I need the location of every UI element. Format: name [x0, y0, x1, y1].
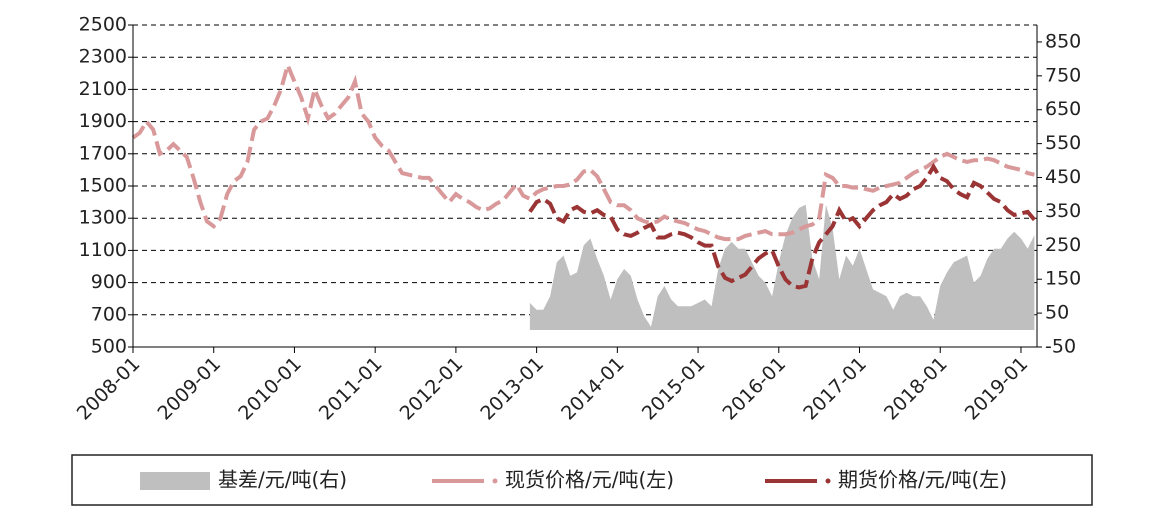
y2-tick-label: 450 — [1045, 166, 1081, 188]
legend-label: 期货价格/元/吨(左) — [838, 468, 1007, 492]
x-tick-label: 2010-01 — [234, 353, 306, 425]
legend-dot — [825, 478, 831, 484]
legend-dot — [492, 478, 498, 484]
legend-swatch — [140, 472, 210, 490]
legend-label: 现货价格/元/吨(左) — [505, 468, 674, 492]
x-tick-label: 2017-01 — [799, 353, 871, 425]
y2-tick-label: 750 — [1045, 64, 1081, 86]
legend-box — [71, 454, 1093, 506]
y2-tick-label: 550 — [1045, 132, 1081, 154]
price-line — [131, 59, 1035, 242]
y-tick-label: 1300 — [79, 207, 127, 229]
basis-area — [529, 204, 1035, 331]
y2-tick-label: 650 — [1045, 98, 1081, 120]
y2-tick-label: 250 — [1045, 234, 1081, 256]
y-tick-label: 500 — [91, 336, 127, 358]
x-tick-label: 2011-01 — [315, 353, 387, 425]
x-tick-label: 2019-01 — [961, 353, 1033, 425]
x-tick-label: 2009-01 — [153, 353, 225, 425]
y2-tick-label: 150 — [1045, 268, 1081, 290]
y-tick-label: 1100 — [79, 239, 127, 261]
y-tick-label: 700 — [91, 303, 127, 325]
y2-tick-label: 350 — [1045, 200, 1081, 222]
y-tick-label: 2300 — [79, 46, 127, 68]
y-tick-label: 900 — [91, 271, 127, 293]
x-tick-label: 2015-01 — [638, 353, 710, 425]
price-line — [528, 162, 1036, 290]
x-tick-label: 2016-01 — [719, 353, 791, 425]
y-tick-label: 2500 — [79, 14, 127, 36]
x-tick-label: 2012-01 — [396, 353, 468, 425]
x-tick-label: 2008-01 — [73, 353, 145, 425]
legend-label: 基差/元/吨(右) — [218, 468, 347, 492]
y2-tick-label: 850 — [1045, 30, 1081, 52]
y-tick-label: 1700 — [79, 142, 127, 164]
y2-tick-label: 50 — [1045, 302, 1069, 324]
y2-tick-label: -50 — [1045, 336, 1076, 358]
y-tick-label: 1500 — [79, 175, 127, 197]
x-tick-label: 2018-01 — [880, 353, 952, 425]
x-tick-label: 2013-01 — [476, 353, 548, 425]
x-tick-label: 2014-01 — [557, 353, 629, 425]
y-tick-label: 1900 — [79, 110, 127, 132]
y-tick-label: 2100 — [79, 78, 127, 100]
